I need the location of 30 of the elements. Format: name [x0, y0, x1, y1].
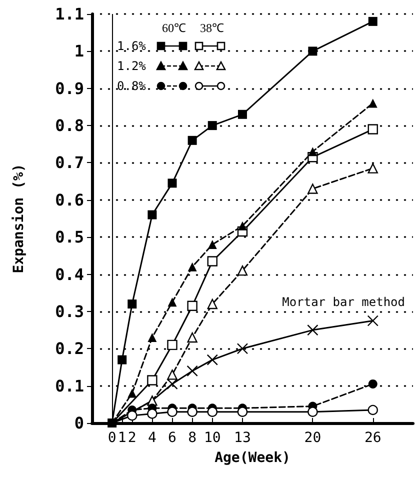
x-tick-label: 2: [128, 430, 136, 446]
annotation: 38℃: [199, 20, 225, 36]
x-tick-label: 26: [364, 430, 382, 446]
annotation: 60℃: [161, 20, 187, 36]
x-tick-label: 20: [304, 430, 322, 446]
legend-label: 0.8%: [117, 79, 147, 93]
y-tick-label: 1: [74, 42, 84, 61]
legend-label: 1.6%: [117, 39, 147, 53]
x-axis-title: Age(Week): [214, 450, 290, 466]
y-tick-label: 0.4: [55, 264, 84, 284]
y-tick-label: 0.3: [55, 302, 84, 321]
annotation: Mortar bar method: [282, 295, 406, 309]
y-tick-label: 0.8: [55, 116, 84, 136]
x-tick-label: 0: [108, 430, 116, 446]
y-tick-label: 0.1: [55, 376, 84, 396]
y-tick-label: 1.1: [55, 4, 84, 24]
y-tick-label: 0.6: [55, 190, 84, 210]
y-tick-label: 0.7: [55, 153, 84, 172]
y-tick-label: 0.9: [55, 78, 84, 98]
x-tick-label: 8: [188, 430, 197, 446]
x-tick-label: 10: [204, 430, 221, 446]
x-tick-label: 4: [148, 430, 156, 446]
y-tick-label: 0: [74, 414, 84, 432]
y-tick-label: 0.2: [55, 339, 84, 358]
y-tick-label: 0.5: [55, 228, 84, 247]
y-axis-title: Expansion (%): [11, 164, 27, 274]
legend-label: 1.2%: [117, 59, 147, 73]
x-tick-label: 1: [118, 430, 126, 446]
x-tick-label: 13: [234, 430, 251, 446]
x-tick-label: 6: [168, 430, 176, 446]
